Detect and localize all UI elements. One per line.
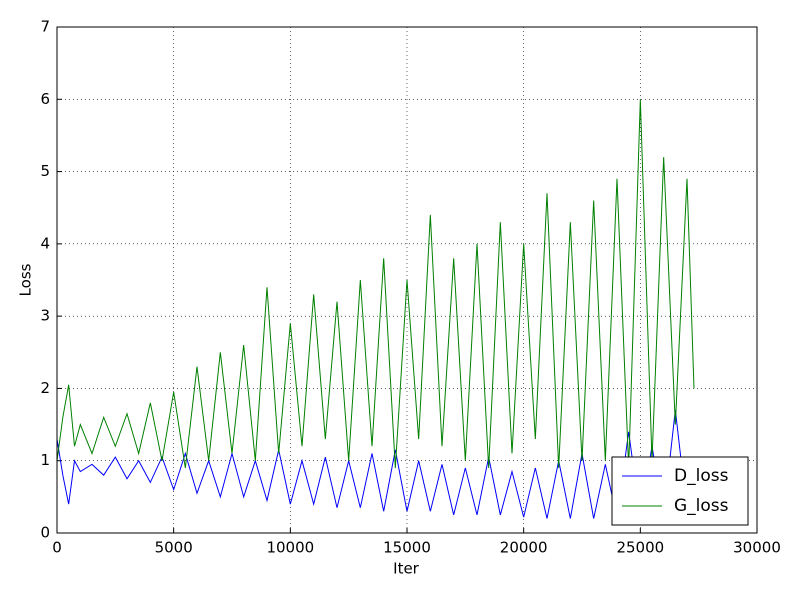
series-line bbox=[56, 99, 695, 469]
y-tick-label: 6 bbox=[40, 90, 50, 108]
x-tick-label: 10000 bbox=[266, 539, 314, 557]
x-tick-label: 15000 bbox=[383, 539, 431, 557]
x-tick-label: 20000 bbox=[500, 539, 548, 557]
plot-frame bbox=[56, 26, 758, 534]
y-tick-label: 2 bbox=[40, 379, 50, 397]
legend-label: D_loss bbox=[674, 466, 729, 486]
y-tick-label: 0 bbox=[40, 524, 50, 542]
series-line bbox=[56, 410, 695, 519]
legend-label: G_loss bbox=[674, 496, 729, 516]
y-tick-label: 5 bbox=[40, 162, 50, 180]
x-tick-label: 5000 bbox=[155, 539, 193, 557]
legend-box bbox=[611, 456, 749, 526]
x-axis-label: Iter bbox=[393, 560, 420, 578]
y-axis-label: Loss bbox=[17, 263, 35, 296]
y-tick-label: 3 bbox=[40, 307, 50, 325]
y-tick-label: 1 bbox=[40, 451, 50, 469]
y-tick-label: 4 bbox=[40, 234, 50, 252]
y-tick-label: 7 bbox=[40, 18, 50, 36]
x-tick-label: 30000 bbox=[733, 539, 781, 557]
x-tick-label: 0 bbox=[52, 539, 62, 557]
x-tick-label: 25000 bbox=[616, 539, 664, 557]
